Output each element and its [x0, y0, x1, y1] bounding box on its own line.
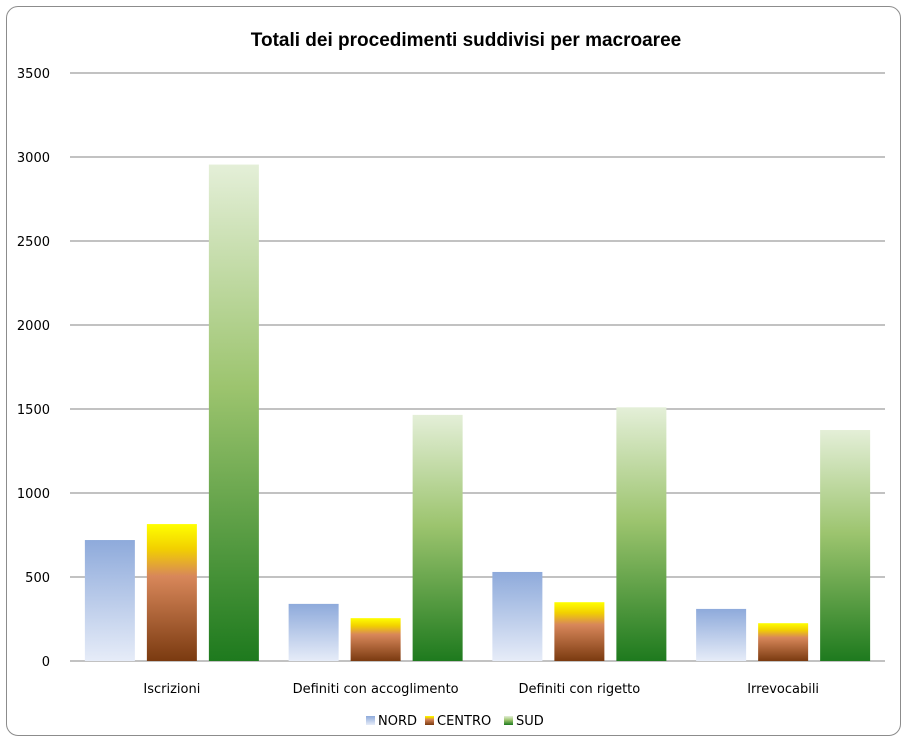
y-tick-label: 500 [25, 571, 50, 586]
bar-nord [696, 608, 747, 661]
y-tick-label: 3500 [17, 67, 50, 82]
gridlines [70, 72, 885, 662]
legend-swatch-nord [366, 716, 375, 725]
y-tick-label: 3000 [17, 151, 50, 166]
legend-label-nord: NORD [378, 714, 417, 729]
x-category-label: Iscrizioni [143, 682, 200, 697]
bar-sud [616, 407, 667, 661]
x-category-label: Definiti con accoglimento [293, 682, 459, 697]
y-tick-label: 1500 [17, 403, 50, 418]
bar-centro [554, 602, 605, 661]
legend-label-centro: CENTRO [437, 714, 491, 729]
bar-nord [288, 603, 339, 661]
y-tick-label: 1000 [17, 487, 50, 502]
legend-swatch-sud [504, 716, 513, 725]
bar-sud [208, 164, 259, 661]
y-tick-label: 2500 [17, 235, 50, 250]
legend-label-sud: SUD [516, 714, 544, 729]
bars [84, 164, 871, 661]
bar-sud [820, 430, 871, 661]
legend-swatch-centro [425, 716, 434, 725]
bar-sud [412, 414, 463, 661]
x-category-label: Definiti con rigetto [519, 682, 641, 697]
y-tick-label: 2000 [17, 319, 50, 334]
bar-nord [492, 571, 543, 661]
y-tick-label: 0 [42, 655, 50, 670]
chart-title: Totali dei procedimenti suddivisi per ma… [251, 30, 681, 51]
bar-nord [84, 540, 135, 661]
x-category-label: Irrevocabili [747, 682, 819, 697]
bar-centro [146, 524, 197, 661]
x-axis: Iscrizioni Definiti con accoglimento Defin… [143, 682, 819, 697]
bar-centro [758, 623, 809, 661]
y-axis: 0 500 1000 1500 2000 2500 3000 3500 [17, 67, 50, 670]
legend: NORD CENTRO SUD [366, 714, 544, 729]
bar-centro [350, 618, 401, 661]
